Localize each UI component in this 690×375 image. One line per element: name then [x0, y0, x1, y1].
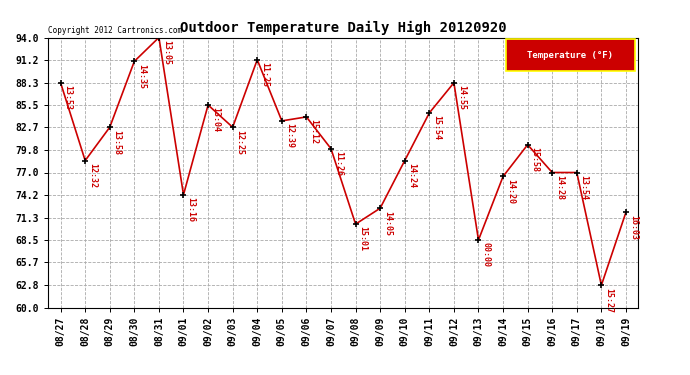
Text: 13:04: 13:04	[211, 107, 220, 132]
Text: 11:26: 11:26	[334, 151, 343, 176]
Text: 13:16: 13:16	[186, 197, 195, 222]
Text: Temperature (°F): Temperature (°F)	[527, 51, 613, 60]
Text: 15:01: 15:01	[359, 226, 368, 252]
Text: 00:00: 00:00	[482, 242, 491, 267]
Text: 11:25: 11:25	[260, 62, 269, 87]
Text: 13:54: 13:54	[580, 175, 589, 200]
Text: 15:58: 15:58	[531, 147, 540, 172]
Text: 12:32: 12:32	[88, 163, 97, 188]
Text: 15:12: 15:12	[309, 119, 318, 144]
Text: 16:03: 16:03	[629, 214, 638, 240]
Text: 12:39: 12:39	[285, 123, 294, 148]
Text: 14:05: 14:05	[383, 211, 392, 236]
Text: Copyright 2012 Cartronics.com: Copyright 2012 Cartronics.com	[48, 26, 182, 35]
Text: 14:20: 14:20	[506, 179, 515, 204]
Text: 14:35: 14:35	[137, 64, 146, 89]
Text: 12:25: 12:25	[235, 130, 245, 154]
Text: 14:55: 14:55	[457, 85, 466, 110]
Title: Outdoor Temperature Daily High 20120920: Outdoor Temperature Daily High 20120920	[180, 21, 506, 35]
Text: 13:58: 13:58	[112, 130, 121, 154]
Text: 13:53: 13:53	[63, 85, 72, 110]
Text: 14:28: 14:28	[555, 175, 564, 200]
FancyBboxPatch shape	[506, 39, 635, 71]
Text: 13:05: 13:05	[162, 40, 171, 65]
Text: 14:24: 14:24	[408, 163, 417, 188]
Text: 15:27: 15:27	[604, 288, 613, 313]
Text: 15:54: 15:54	[432, 116, 442, 140]
